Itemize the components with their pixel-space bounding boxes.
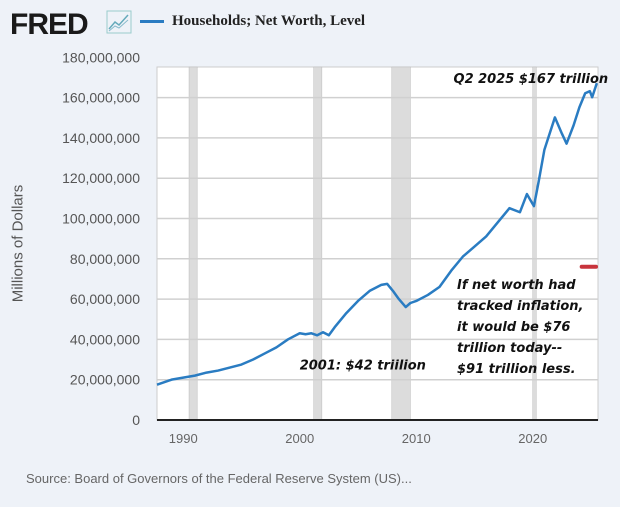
x-tick-label: 2010: [402, 431, 431, 446]
annotation-line: trillion today--: [457, 341, 562, 356]
fred-logo: FRED: [10, 8, 89, 41]
legend-swatch: [140, 20, 164, 23]
y-tick-label: 20,000,000: [70, 372, 140, 388]
x-tick-label: 2000: [285, 431, 314, 446]
legend: Households; Net Worth, Level: [140, 13, 365, 30]
source-note: Source: Board of Governors of the Federa…: [26, 471, 412, 486]
y-tick-label: 80,000,000: [70, 251, 140, 267]
y-tick-label: 120,000,000: [62, 170, 140, 186]
annotation-line: $91 trillion less.: [457, 362, 576, 377]
chart-logo-icon: [106, 10, 132, 34]
y-tick-label: 100,000,000: [62, 211, 140, 227]
y-tick-label: 40,000,000: [70, 331, 140, 347]
recession-band: [188, 66, 198, 421]
y-tick-label: 160,000,000: [62, 90, 140, 106]
annotation-line: tracked inflation,: [457, 299, 583, 314]
annotation-line: If net worth had: [457, 278, 576, 293]
legend-label: Households; Net Worth, Level: [172, 13, 366, 29]
x-tick-label: 2020: [518, 431, 547, 446]
annotation: 2001: $42 triilion: [300, 359, 426, 374]
y-tick-label: 140,000,000: [62, 130, 140, 146]
x-tick-label: 1990: [169, 431, 198, 446]
annotation: Q2 2025 $167 trillion: [454, 72, 609, 87]
y-tick-label: 0: [132, 412, 140, 428]
annotation-line: it would be $76: [457, 320, 570, 335]
y-tick-label: 60,000,000: [70, 291, 140, 307]
y-tick-label: 180,000,000: [62, 49, 140, 65]
